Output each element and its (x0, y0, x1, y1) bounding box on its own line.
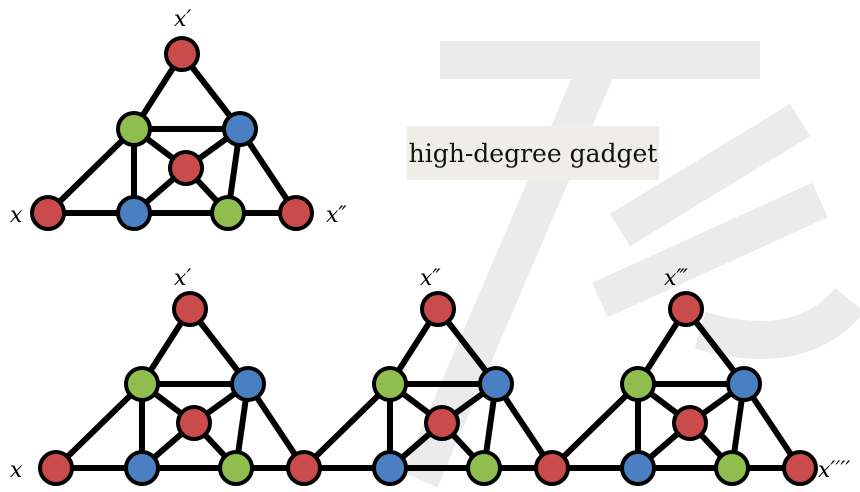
chain-gadget-1-edge-l-tl (53, 381, 145, 471)
top-gadget-vertex-br (210, 195, 246, 231)
top-gadget-vertex-tr (222, 111, 258, 147)
chain-gadget-3-vertex-tr (726, 366, 762, 402)
chain-end-label: x′′′′ (818, 458, 850, 483)
chain-gadget-2-vertex-tr (478, 366, 514, 402)
chain-gadget-1-vertex-br (218, 450, 254, 486)
chain-gadget-2-vertex-bl (372, 450, 408, 486)
chain-gadget-1-vertex-r (286, 450, 322, 486)
caption-text: high-degree gadget (409, 139, 658, 168)
chain-gadget-3-edge-l-tl (549, 381, 641, 471)
chain-gadget-3-vertex-bl (620, 450, 656, 486)
chain-gadget-3-vertex-c (672, 405, 708, 441)
caption: high-degree gadget (407, 126, 659, 180)
top-gadget-vertex-t (164, 36, 200, 72)
nodes (30, 36, 818, 486)
top-gadget-vertex-tl (116, 111, 152, 147)
chain-gadget-3-vertex-br (714, 450, 750, 486)
top-gadget-edge-l-tl (45, 126, 137, 216)
chain-gadget-2-vertex-tl (372, 366, 408, 402)
top-gadget-vertex-r (278, 195, 314, 231)
chain-gadget-3-vertex-t (668, 291, 704, 327)
top-gadget-top-label: x′ (174, 7, 191, 32)
chain-gadget-1-vertex-tr (230, 366, 266, 402)
chain-gadget-2-vertex-t (420, 291, 456, 327)
chain-gadget-1-vertex-tl (124, 366, 160, 402)
top-gadget-right-label: x″ (326, 203, 347, 228)
top-gadget-vertex-bl (116, 195, 152, 231)
chain-top-label-1: x′ (174, 266, 191, 291)
chain-gadget-1-vertex-t (172, 291, 208, 327)
chain-start-label: x (10, 458, 23, 483)
chain-gadget-2-vertex-r (534, 450, 570, 486)
top-gadget-vertex-c (168, 150, 204, 186)
chain-top-label-3: x‴ (664, 266, 688, 291)
chain-gadget-1-vertex-l (38, 450, 74, 486)
chain-gadget-1-vertex-c (176, 405, 212, 441)
chain-top-label-2: x″ (420, 266, 441, 291)
chain-gadget-2-edge-l-tl (301, 381, 393, 471)
chain-gadget-3-vertex-r (782, 450, 818, 486)
top-gadget-left-label: x (10, 203, 23, 228)
chain-gadget-2-vertex-c (424, 405, 460, 441)
vertex-labels: x x′ x″ x x′ x″ x‴ x′′′′ (10, 7, 850, 483)
chain-gadget-3-vertex-tl (620, 366, 656, 402)
chain-gadget-2-vertex-br (466, 450, 502, 486)
chain-gadget-1-vertex-bl (124, 450, 160, 486)
top-gadget-vertex-l (30, 195, 66, 231)
caption-box (407, 126, 659, 180)
